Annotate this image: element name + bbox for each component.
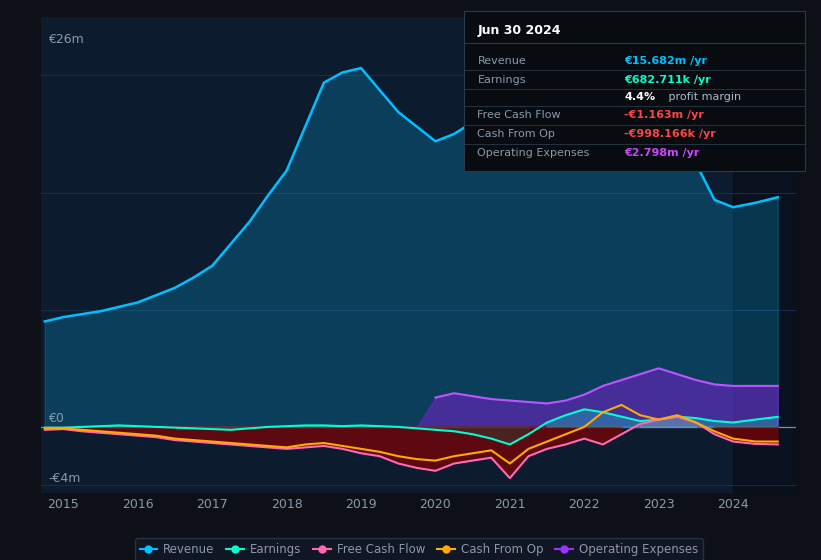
- Text: profit margin: profit margin: [665, 92, 741, 102]
- Text: -€1.163m /yr: -€1.163m /yr: [624, 110, 704, 120]
- Text: Revenue: Revenue: [478, 55, 526, 66]
- Text: -€998.166k /yr: -€998.166k /yr: [624, 129, 716, 139]
- Text: €0: €0: [48, 412, 64, 424]
- Text: 4.4%: 4.4%: [624, 92, 655, 102]
- Text: Operating Expenses: Operating Expenses: [478, 148, 589, 158]
- Text: €26m: €26m: [48, 33, 85, 46]
- Bar: [733, 17, 796, 493]
- Text: Jun 30 2024: Jun 30 2024: [478, 24, 561, 37]
- Legend: Revenue, Earnings, Free Cash Flow, Cash From Op, Operating Expenses: Revenue, Earnings, Free Cash Flow, Cash …: [135, 538, 703, 560]
- Text: Cash From Op: Cash From Op: [478, 129, 555, 139]
- Text: €15.682m /yr: €15.682m /yr: [624, 55, 707, 66]
- Text: Free Cash Flow: Free Cash Flow: [478, 110, 561, 120]
- Text: Earnings: Earnings: [478, 75, 526, 85]
- Text: €2.798m /yr: €2.798m /yr: [624, 148, 699, 158]
- Text: -€4m: -€4m: [48, 473, 80, 486]
- Text: €682.711k /yr: €682.711k /yr: [624, 75, 711, 85]
